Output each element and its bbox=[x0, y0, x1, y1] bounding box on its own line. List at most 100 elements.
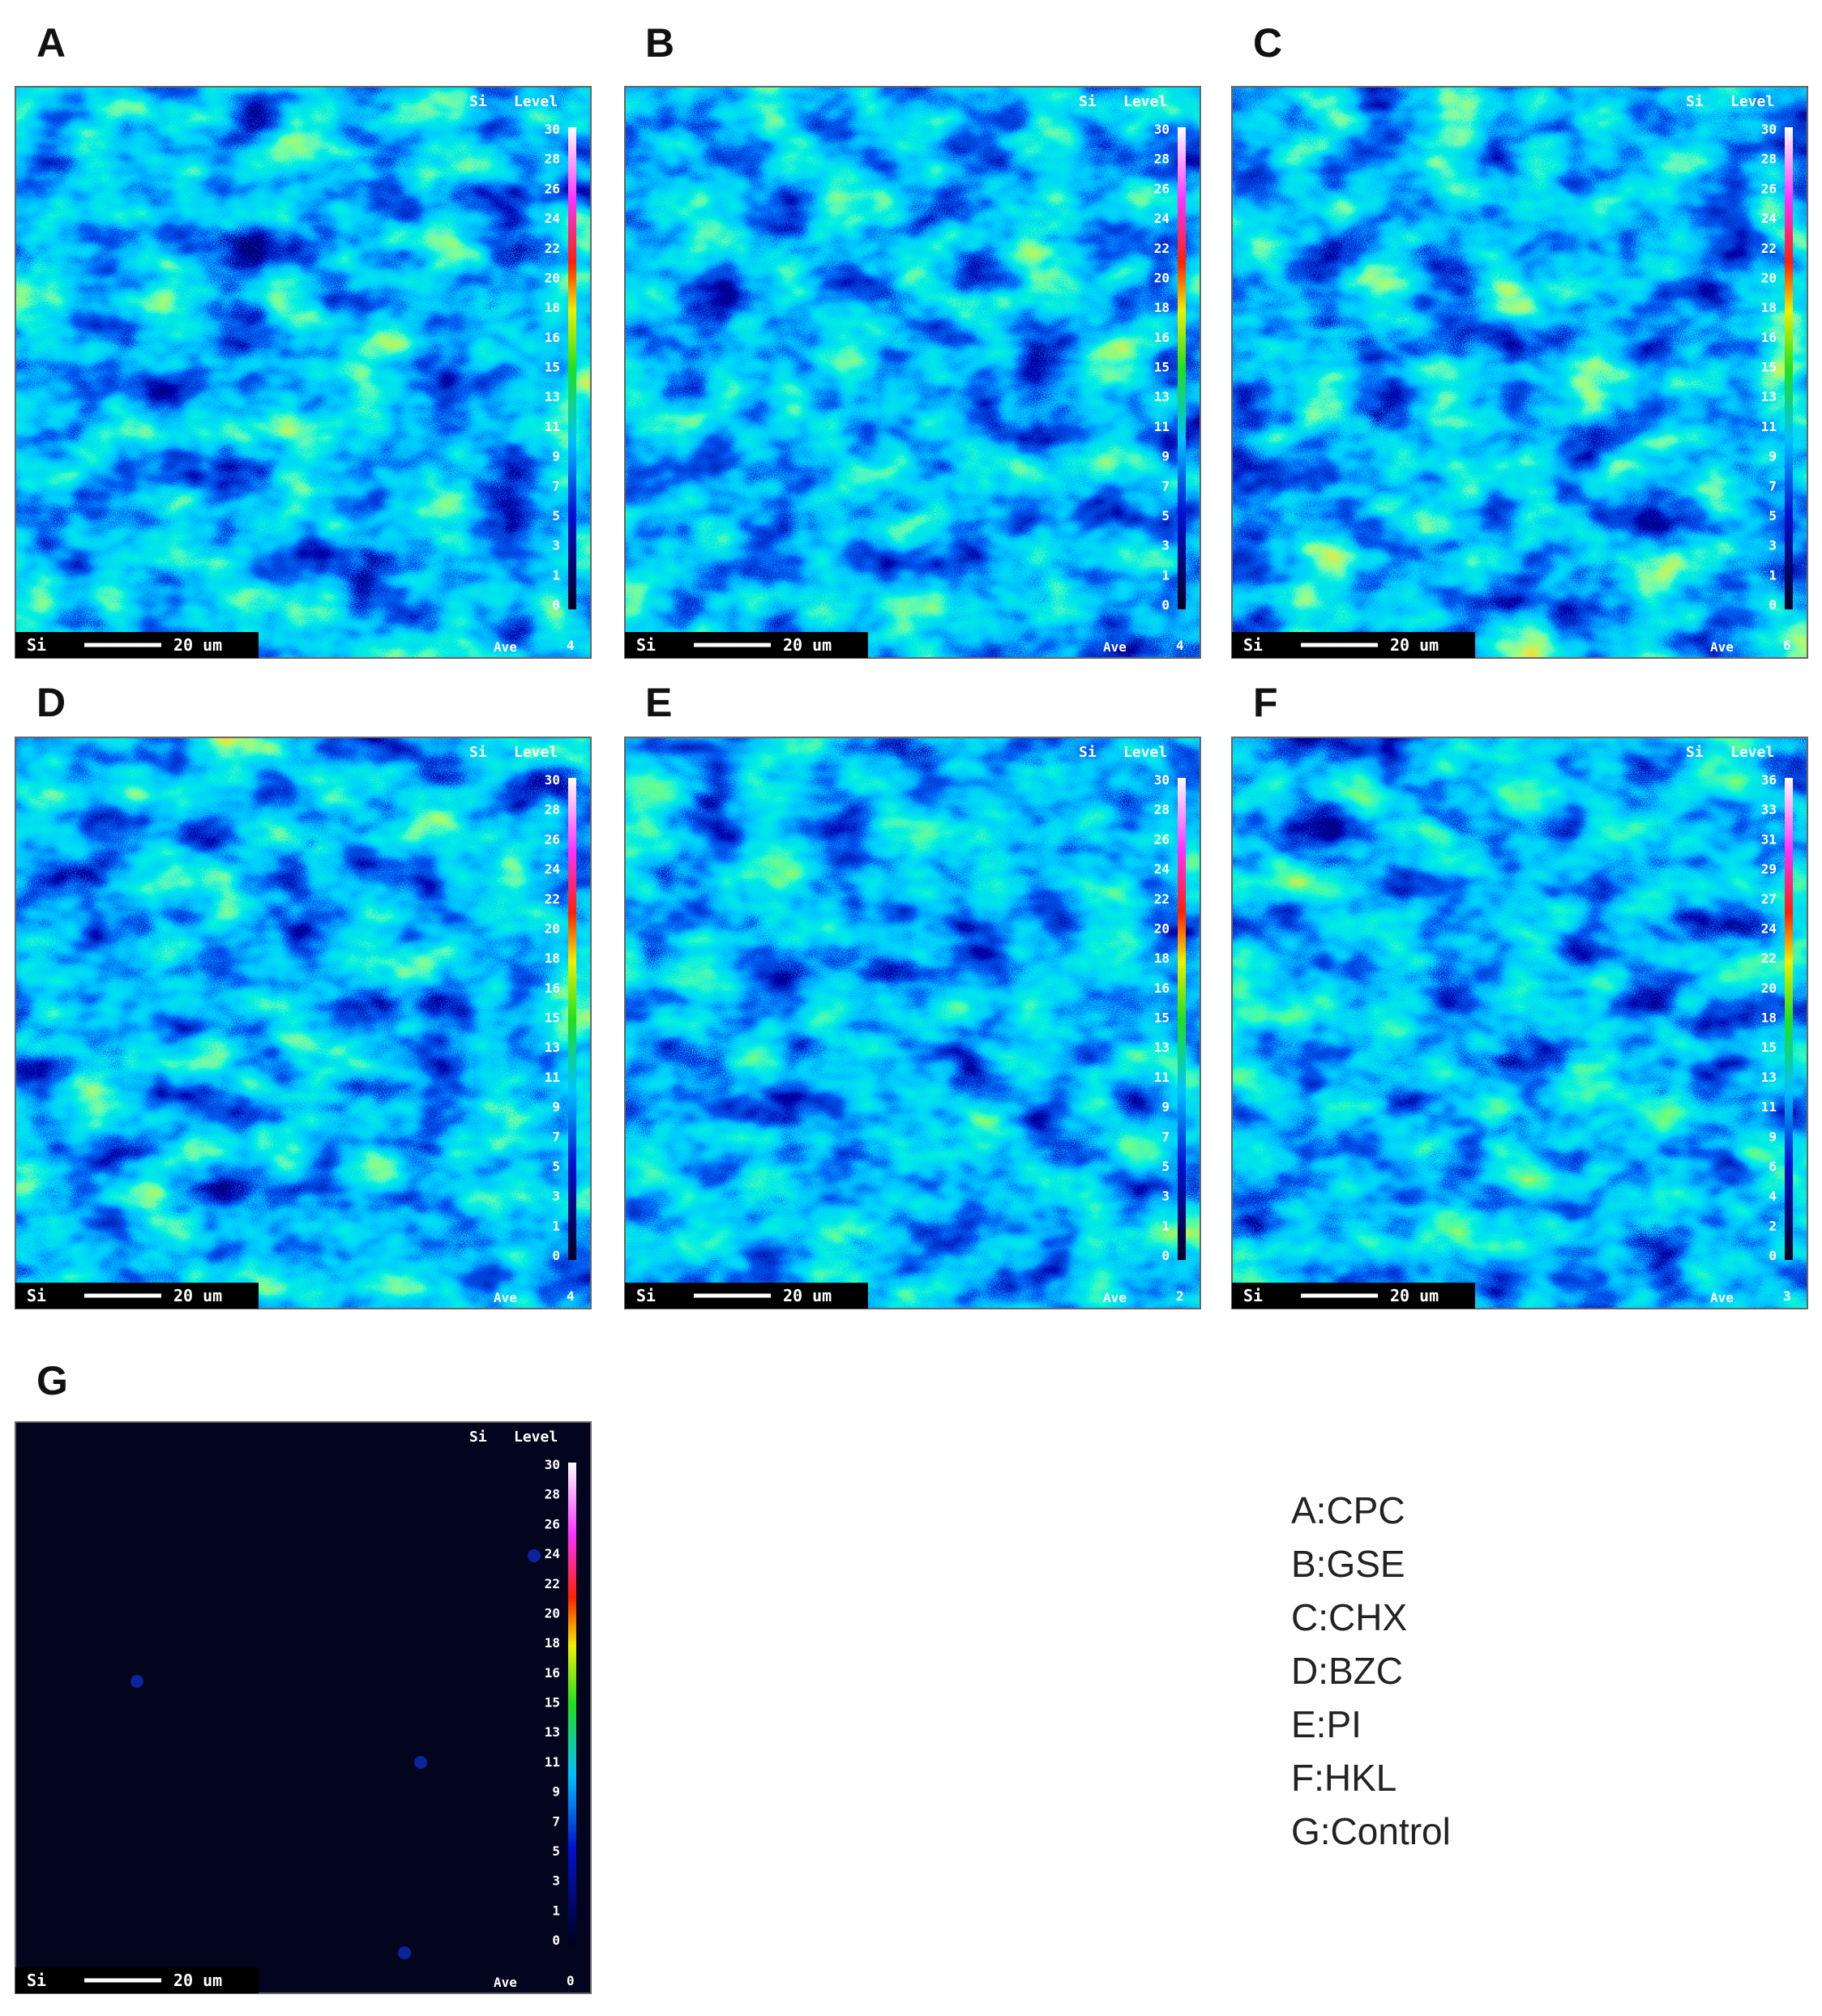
scale-label: 11 bbox=[1761, 419, 1777, 434]
ave-label: Ave bbox=[1710, 639, 1734, 655]
scale-label: 4 bbox=[1769, 1189, 1777, 1204]
corner-value: 4 bbox=[567, 1288, 575, 1304]
scale-label: 9 bbox=[552, 449, 560, 464]
scale-label: 3 bbox=[552, 1189, 560, 1204]
speck bbox=[414, 1756, 427, 1769]
scale-label: 1 bbox=[552, 567, 560, 583]
scale-label: 3 bbox=[1161, 1189, 1170, 1204]
scale-label: 28 bbox=[1154, 152, 1170, 167]
scale-label: 22 bbox=[1761, 241, 1777, 256]
frame bbox=[624, 737, 1201, 1309]
frame bbox=[1231, 86, 1808, 659]
corner-value: 2 bbox=[1176, 1288, 1184, 1304]
scale-label: 15 bbox=[1154, 1010, 1170, 1026]
scale-label: 11 bbox=[1761, 1100, 1777, 1115]
panel-label: G bbox=[36, 1358, 68, 1403]
scale-label: 20 bbox=[1154, 270, 1170, 285]
level-title: Level bbox=[514, 93, 558, 110]
scale-label: 24 bbox=[1761, 920, 1777, 936]
element-top: Si bbox=[469, 93, 487, 110]
ave-label: Ave bbox=[494, 1975, 517, 1990]
element-bottom: Si bbox=[27, 635, 46, 655]
panel-label: A bbox=[36, 20, 66, 66]
scale-label: 7 bbox=[1161, 1129, 1170, 1144]
scale-label: 28 bbox=[545, 802, 560, 818]
scale-label: 18 bbox=[1154, 950, 1170, 966]
scale-label: 16 bbox=[1761, 330, 1777, 345]
scale-label: 5 bbox=[552, 508, 560, 523]
color-bar bbox=[1178, 778, 1186, 1260]
level-title: Level bbox=[1730, 93, 1774, 110]
scale-label: 24 bbox=[1154, 211, 1170, 226]
scale-label: 5 bbox=[552, 1843, 560, 1859]
scale-label: 18 bbox=[545, 950, 560, 966]
scale-label: 1 bbox=[1769, 567, 1777, 583]
corner-value: 4 bbox=[1176, 638, 1184, 653]
scale-label: 11 bbox=[545, 1070, 560, 1085]
panel-label: F bbox=[1253, 680, 1278, 725]
element-top: Si bbox=[1686, 744, 1704, 761]
scale-label: 18 bbox=[545, 300, 560, 315]
scale-label: 7 bbox=[1769, 478, 1777, 493]
scale-label: 1 bbox=[1161, 1218, 1170, 1233]
scale-label: 11 bbox=[1154, 419, 1170, 434]
scale-label: 9 bbox=[1769, 1129, 1777, 1144]
scale-label: 24 bbox=[545, 861, 560, 877]
eds-map bbox=[625, 737, 1200, 1309]
scale-label: 20 bbox=[1154, 920, 1170, 936]
scale-label: 18 bbox=[545, 1635, 560, 1651]
scale-label: 0 bbox=[552, 597, 560, 613]
scale-label: 20 bbox=[545, 1605, 560, 1621]
eds-map bbox=[15, 1422, 591, 1993]
eds-map bbox=[15, 737, 591, 1309]
scale-label: 20 bbox=[545, 270, 560, 285]
scale-label: 0 bbox=[1769, 1248, 1777, 1263]
scale-label: 1 bbox=[1161, 567, 1170, 583]
frame bbox=[15, 86, 592, 659]
scale-label: 22 bbox=[1154, 241, 1170, 256]
scale-label: 0 bbox=[552, 1933, 560, 1948]
legend-entry: C:CHX bbox=[1291, 1596, 1407, 1638]
legend-entry: F:HKL bbox=[1291, 1757, 1396, 1799]
legend-entry: A:CPC bbox=[1291, 1489, 1405, 1531]
scale-label: 16 bbox=[545, 330, 560, 345]
scale-label: 5 bbox=[1769, 508, 1777, 523]
legend-entry: G:Control bbox=[1291, 1810, 1451, 1852]
scale-label: 26 bbox=[545, 831, 560, 847]
scale-label: 5 bbox=[1161, 508, 1170, 523]
scale-label: 26 bbox=[545, 181, 560, 196]
scale-label: 15 bbox=[1761, 360, 1777, 375]
scale-label: 3 bbox=[1769, 538, 1777, 553]
scale-label: 30 bbox=[1761, 122, 1777, 137]
scale-label: 16 bbox=[545, 980, 560, 996]
scale-label: 13 bbox=[1761, 389, 1777, 404]
level-title: Level bbox=[514, 1429, 558, 1446]
element-top: Si bbox=[1686, 93, 1704, 110]
corner-value: 6 bbox=[1783, 638, 1791, 653]
element-bottom: Si bbox=[1243, 635, 1263, 655]
panel-label: C bbox=[1253, 20, 1282, 66]
scale-label: 30 bbox=[545, 1457, 560, 1472]
scale-label: 27 bbox=[1761, 891, 1777, 907]
scale-label: 0 bbox=[1769, 597, 1777, 613]
scale-label: 22 bbox=[545, 891, 560, 907]
scale-label: 28 bbox=[545, 1487, 560, 1502]
ave-label: Ave bbox=[494, 639, 517, 655]
element-bottom: Si bbox=[1243, 1286, 1263, 1305]
element-top: Si bbox=[1079, 744, 1097, 761]
scale-bar-text: 20 um bbox=[1390, 635, 1439, 655]
ave-label: Ave bbox=[1103, 1290, 1127, 1305]
scale-label: 11 bbox=[1154, 1070, 1170, 1085]
scale-label: 22 bbox=[545, 241, 560, 256]
scale-label: 9 bbox=[1161, 1100, 1170, 1115]
scale-label: 15 bbox=[1761, 1040, 1777, 1055]
scale-label: 24 bbox=[1761, 211, 1777, 226]
scale-label: 13 bbox=[545, 1040, 560, 1055]
scale-bar-text: 20 um bbox=[1390, 1286, 1439, 1305]
scale-label: 30 bbox=[545, 772, 560, 788]
scale-bar-text: 20 um bbox=[173, 1971, 222, 1990]
scale-label: 18 bbox=[1761, 1010, 1777, 1026]
element-top: Si bbox=[1079, 93, 1097, 110]
